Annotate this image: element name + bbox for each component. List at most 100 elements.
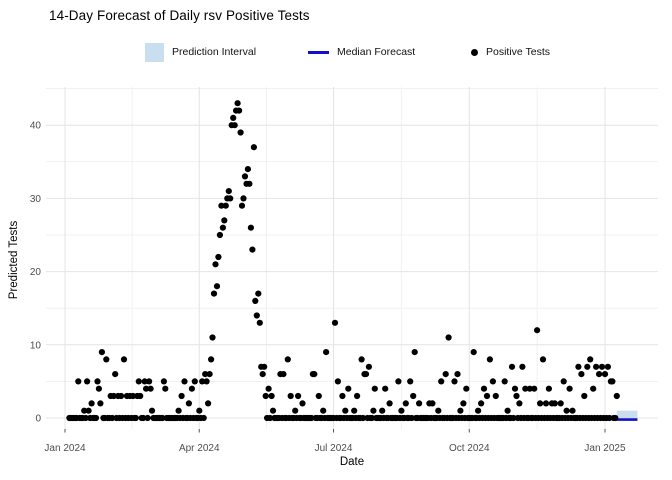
data-point	[371, 385, 378, 392]
data-point	[292, 407, 299, 414]
data-point	[435, 407, 442, 414]
data-point	[132, 414, 139, 422]
data-point	[244, 166, 251, 173]
data-point	[215, 253, 222, 261]
x-tick-label: Oct 2024	[449, 443, 490, 454]
data-point	[137, 392, 144, 400]
legend-label-median-forecast: Median Forecast	[337, 46, 416, 58]
y-tick-label: 30	[30, 194, 42, 205]
data-point	[408, 414, 415, 422]
data-point	[253, 312, 260, 319]
data-point	[358, 356, 365, 363]
data-point	[537, 400, 544, 407]
data-point	[354, 392, 361, 400]
y-tick-label: 20	[30, 267, 42, 278]
data-point	[218, 202, 225, 209]
data-point	[261, 363, 268, 370]
data-point	[202, 371, 209, 378]
data-point	[442, 371, 449, 378]
data-point	[231, 122, 238, 129]
data-point	[94, 378, 101, 385]
data-point	[519, 363, 526, 370]
data-point	[368, 414, 375, 422]
data-point	[604, 363, 612, 370]
data-point	[84, 378, 91, 385]
x-tick-label: Apr 2024	[179, 443, 220, 454]
data-point	[95, 385, 102, 392]
legend: Prediction Interval Median Forecast Posi…	[0, 38, 672, 66]
data-point	[480, 385, 488, 392]
data-point	[118, 392, 125, 400]
data-point	[97, 400, 104, 407]
data-point	[255, 290, 262, 297]
data-point	[359, 414, 367, 422]
data-point	[212, 261, 219, 268]
data-point	[311, 371, 318, 378]
data-point	[209, 334, 216, 341]
data-point	[613, 392, 620, 400]
data-point	[175, 407, 182, 414]
data-point	[135, 378, 142, 385]
data-point	[596, 371, 603, 378]
data-point	[551, 400, 558, 407]
data-point	[81, 407, 88, 414]
data-point	[492, 392, 499, 400]
data-point	[489, 378, 496, 385]
data-point	[181, 378, 188, 385]
data-point	[587, 356, 594, 363]
data-point	[295, 392, 302, 400]
data-point	[438, 378, 445, 385]
data-point	[584, 363, 591, 370]
data-point	[342, 407, 349, 414]
data-point	[88, 400, 95, 407]
data-point	[504, 407, 511, 414]
data-point	[451, 378, 458, 385]
data-point	[526, 385, 533, 392]
data-point	[411, 349, 418, 356]
median-forecast-line-icon	[308, 50, 329, 54]
legend-label-prediction-interval: Prediction Interval	[172, 46, 257, 58]
data-point	[345, 385, 352, 392]
data-point	[407, 378, 414, 385]
data-point	[259, 371, 266, 378]
chart-title: 14-Day Forecast of Daily rsv Positive Te…	[49, 8, 310, 23]
data-point	[566, 385, 573, 392]
data-point	[246, 180, 253, 187]
legend-item-prediction-interval: Prediction Interval	[145, 38, 256, 66]
y-tick-label: 0	[35, 414, 41, 425]
data-point	[299, 400, 306, 407]
x-tick-label: Jan 2024	[44, 443, 86, 454]
data-point	[534, 327, 541, 334]
data-point	[513, 392, 520, 400]
data-point	[606, 414, 613, 422]
data-point	[287, 392, 294, 400]
data-point	[483, 392, 491, 400]
prediction-interval-swatch-icon	[145, 42, 164, 62]
data-point	[162, 385, 169, 392]
data-point	[410, 392, 417, 400]
data-point	[234, 100, 241, 107]
data-point	[323, 349, 330, 356]
data-point	[457, 407, 464, 414]
data-point	[557, 400, 564, 407]
data-point	[560, 378, 567, 385]
y-tick-label: 10	[30, 340, 42, 351]
data-point	[486, 356, 493, 363]
data-point	[196, 407, 203, 414]
data-point	[578, 371, 585, 378]
data-point	[460, 400, 467, 407]
data-point	[98, 349, 105, 356]
data-point	[569, 407, 576, 414]
data-point	[206, 371, 213, 378]
data-point	[379, 407, 386, 414]
data-point	[339, 392, 346, 400]
data-point	[511, 385, 519, 392]
data-point	[280, 371, 287, 378]
data-point	[454, 371, 461, 378]
data-point	[210, 290, 218, 297]
data-point	[265, 385, 272, 392]
data-point	[112, 371, 119, 378]
data-point	[268, 392, 275, 400]
data-point	[221, 217, 228, 224]
